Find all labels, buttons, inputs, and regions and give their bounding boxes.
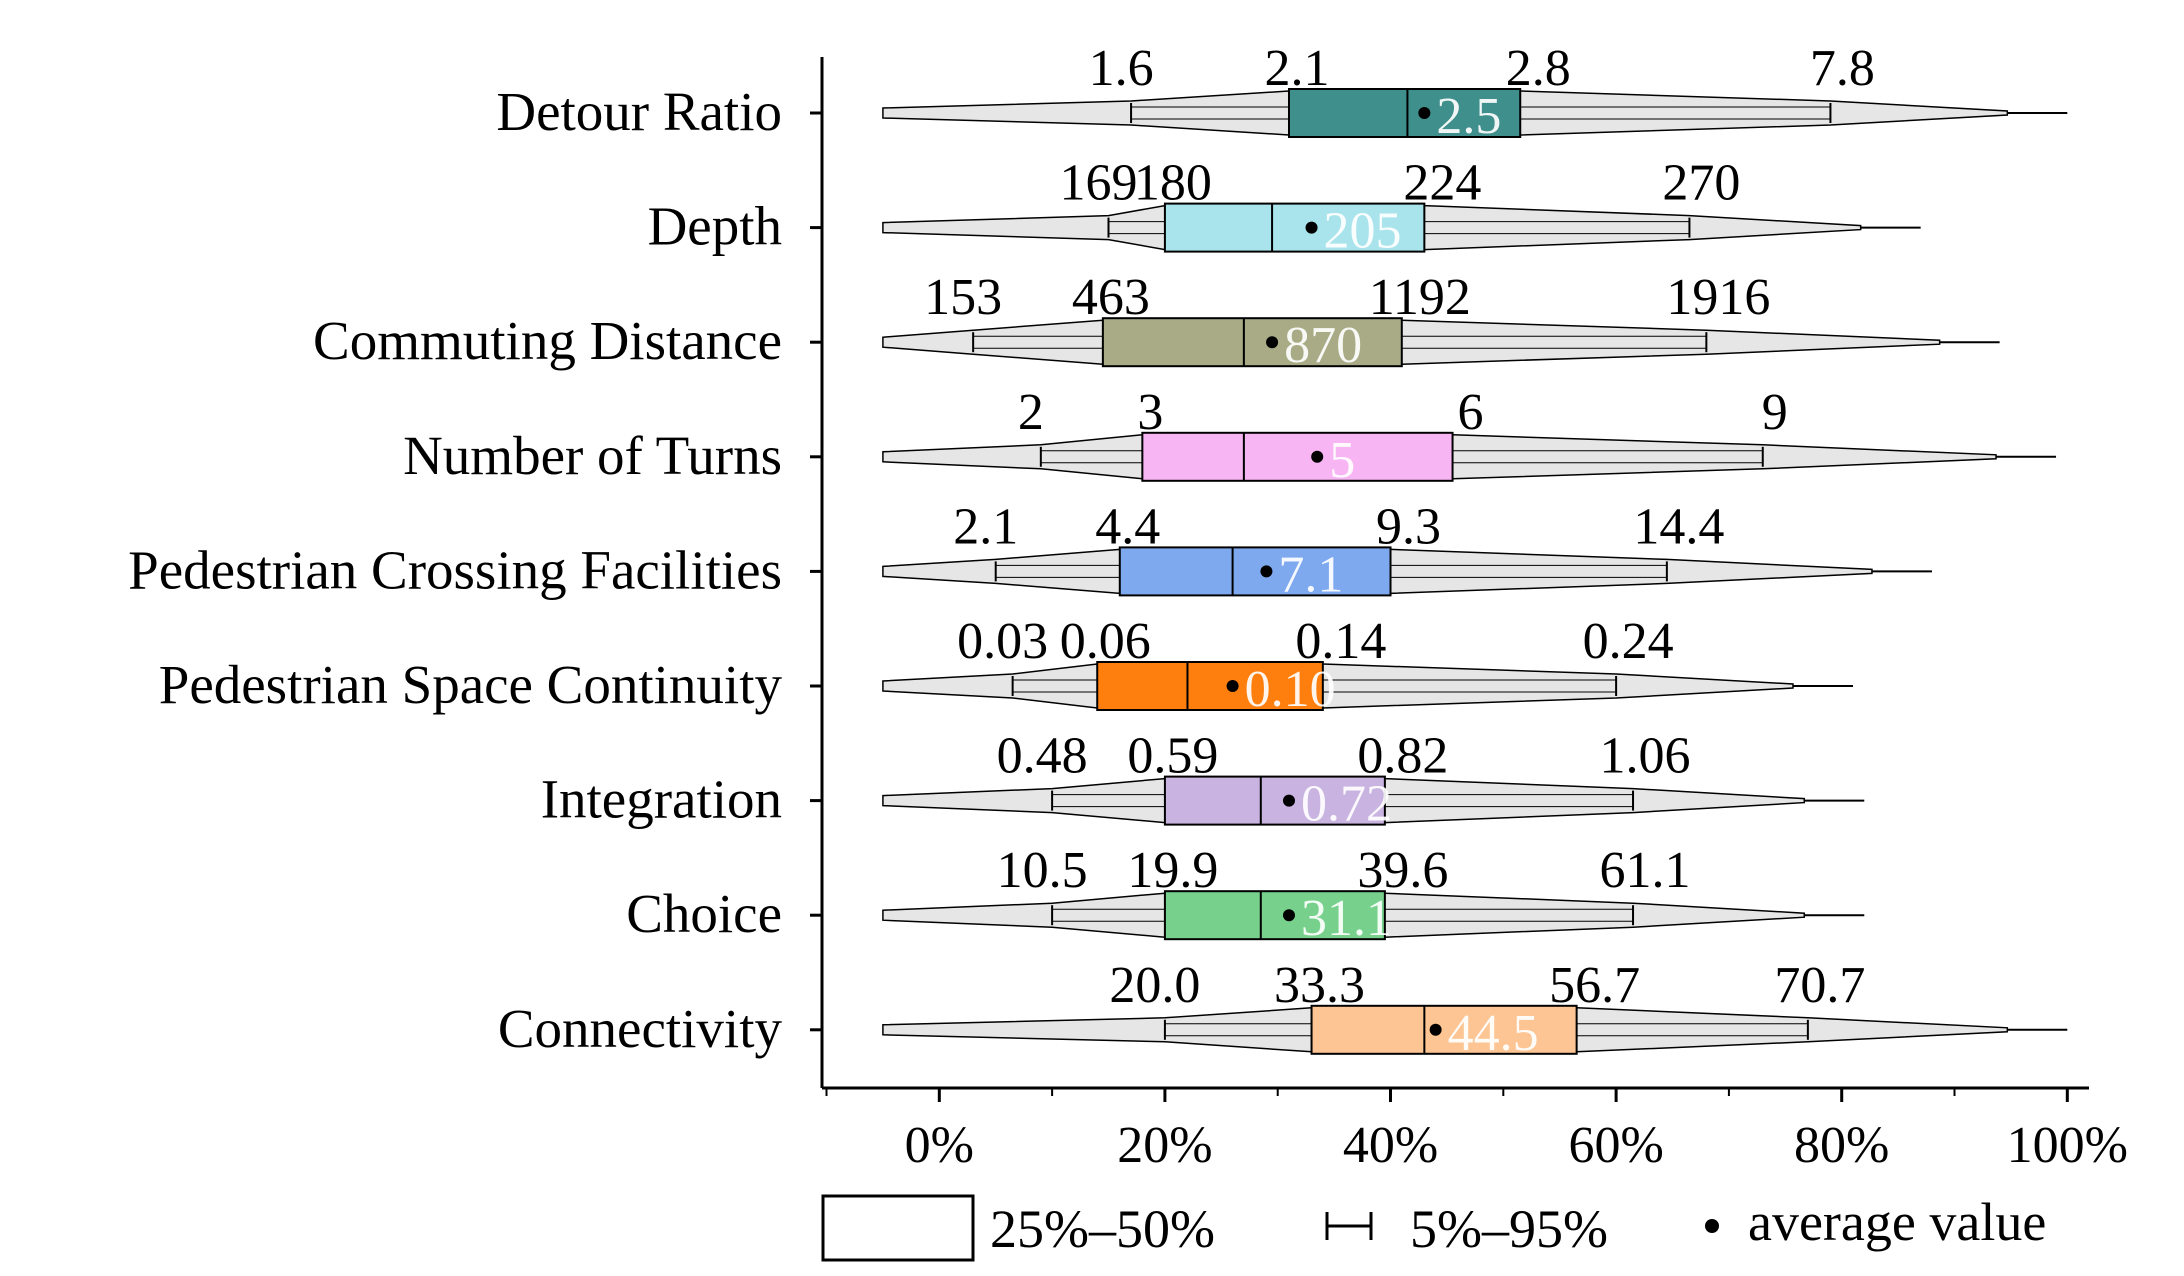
- p5-label: 2: [1018, 384, 1044, 441]
- p5-label: 169: [1060, 155, 1138, 212]
- p5-label: 1.6: [1089, 40, 1154, 97]
- q3-label: 39.6: [1357, 842, 1448, 899]
- q3-label: 0.14: [1295, 613, 1386, 670]
- p5-label: 2.1: [953, 498, 1018, 555]
- mean-label: 2.5: [1436, 88, 1501, 145]
- legend-box-label: 25%–50%: [990, 1199, 1215, 1259]
- mean-point: [1226, 680, 1239, 692]
- box: [1163, 890, 1386, 941]
- q1-label: 33.3: [1274, 957, 1365, 1014]
- x-tick-label: 100%: [2007, 1117, 2128, 1174]
- q1-label: 2.1: [1264, 40, 1329, 97]
- mean-point: [1266, 336, 1279, 349]
- p95-label: 70.7: [1774, 957, 1865, 1014]
- mean-label: 205: [1324, 203, 1402, 260]
- q3-label: 0.82: [1357, 728, 1448, 785]
- category-label: Detour Ratio: [496, 81, 782, 142]
- p5-label: 153: [924, 269, 1002, 326]
- category-label: Pedestrian Space Continuity: [159, 654, 783, 715]
- series-row: Number of Turns 5 2 3 6 9: [403, 384, 2057, 489]
- q1-label: 0.59: [1127, 728, 1218, 785]
- category-label: Connectivity: [498, 998, 783, 1059]
- box: [1163, 202, 1426, 253]
- category-label: Number of Turns: [403, 425, 782, 486]
- p95-label: 0.24: [1583, 613, 1674, 670]
- mean-label: 44.5: [1448, 1005, 1539, 1062]
- box: [1096, 661, 1324, 711]
- plot-area: Detour Ratio 2.5 1.6 2.1 2.8 7.8 Depth 205 16918…: [128, 40, 2068, 1062]
- mean-point: [1282, 909, 1295, 922]
- p5-label: 0.03: [957, 613, 1048, 670]
- q3-label: 2.8: [1506, 40, 1571, 97]
- mean-point: [1305, 221, 1318, 234]
- p95-label: 270: [1662, 155, 1740, 212]
- mean-label: 31.1: [1301, 890, 1392, 947]
- x-tick-label: 60%: [1568, 1117, 1663, 1174]
- mean-label: 870: [1284, 317, 1362, 374]
- p5-label: 10.5: [997, 842, 1088, 899]
- mean-point: [1418, 107, 1431, 119]
- q3-label: 9.3: [1376, 498, 1441, 555]
- category-label: Pedestrian Crossing Facilities: [128, 539, 782, 600]
- distribution-envelope: [882, 663, 1794, 709]
- series-row: Commuting Distance 870 153 463 1192 1916: [313, 269, 2000, 374]
- box: [1310, 1004, 1578, 1055]
- q3-label: 56.7: [1549, 957, 1640, 1014]
- series-row: Pedestrian Space Continuity 0.10 0.03 0.06 0…: [159, 613, 1853, 718]
- mean-point: [1282, 794, 1295, 807]
- p95-label: 7.8: [1810, 40, 1875, 97]
- q1-label: 0.06: [1060, 613, 1151, 670]
- q1-label: 180: [1134, 155, 1212, 212]
- x-tick-label: 80%: [1794, 1117, 1889, 1174]
- mean-label: 5: [1329, 432, 1355, 489]
- distribution-envelope: [882, 319, 1941, 365]
- mean-label: 7.1: [1278, 546, 1343, 603]
- box: [1118, 546, 1392, 597]
- legend-mean-label: average value: [1748, 1192, 2046, 1252]
- box: [1163, 775, 1386, 826]
- mean-point: [1311, 450, 1324, 463]
- p95-label: 61.1: [1600, 842, 1691, 899]
- x-tick-label: 0%: [905, 1117, 974, 1174]
- x-axis: 0% 20% 40% 60% 80% 100%: [820, 57, 2128, 1174]
- box: [1287, 88, 1522, 138]
- x-tick-label: 20%: [1117, 1117, 1212, 1174]
- category-label: Depth: [648, 196, 782, 257]
- q3-label: 1192: [1369, 269, 1471, 326]
- series-row: Pedestrian Crossing Facilities 7.1 2.1 4.4 9…: [128, 498, 1932, 603]
- legend-box-swatch: [821, 1194, 975, 1262]
- q3-label: 224: [1403, 155, 1481, 212]
- category-label: Choice: [626, 883, 782, 944]
- p95-label: 14.4: [1633, 498, 1724, 555]
- legend-mean-swatch: [1705, 1219, 1719, 1233]
- mean-point: [1260, 565, 1273, 578]
- q1-label: 4.4: [1095, 498, 1160, 555]
- p5-label: 0.48: [997, 728, 1088, 785]
- mean-label: 0.10: [1245, 661, 1336, 718]
- q1-label: 463: [1072, 269, 1150, 326]
- box: [1141, 431, 1454, 482]
- category-label: Commuting Distance: [313, 310, 782, 371]
- p95-label: 9: [1762, 384, 1788, 441]
- p95-label: 1916: [1666, 269, 1770, 326]
- series-row: Detour Ratio 2.5 1.6 2.1 2.8 7.8: [496, 40, 2068, 145]
- p95-label: 1.06: [1600, 728, 1691, 785]
- box: [1101, 317, 1403, 368]
- legend: 25%–50% 5%–95% average value: [821, 1192, 2046, 1262]
- category-label: Integration: [541, 769, 782, 830]
- x-tick-label: 40%: [1343, 1117, 1438, 1174]
- legend-whisker-label: 5%–95%: [1410, 1199, 1608, 1259]
- p5-label: 20.0: [1109, 957, 1200, 1014]
- series-row: Connectivity 44.5 20.0 33.3 56.7 70.7: [498, 957, 2068, 1062]
- series-row: Choice 31.1 10.5 19.9 39.6 61.1: [626, 842, 1865, 947]
- q1-label: 3: [1137, 384, 1163, 441]
- q1-label: 19.9: [1127, 842, 1218, 899]
- mean-label: 0.72: [1301, 776, 1392, 833]
- series-row: Integration 0.72 0.48 0.59 0.82 1.06: [541, 728, 1865, 833]
- mean-point: [1429, 1023, 1442, 1036]
- q3-label: 6: [1458, 384, 1484, 441]
